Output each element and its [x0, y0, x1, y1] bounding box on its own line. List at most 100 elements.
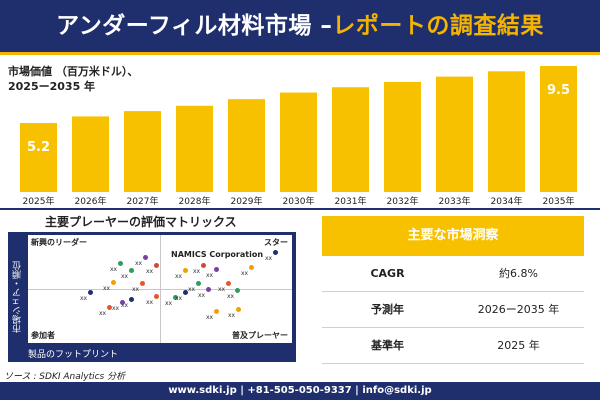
quadrant-label-emerging-leaders: 新興のリーダー: [31, 238, 87, 247]
quadrant-label-participants: 参加者: [31, 331, 55, 340]
bar-year-label-9: 2034年: [491, 195, 523, 207]
matrix-marker-label-18: xx: [227, 293, 235, 300]
matrix-marker-label-1: xx: [110, 266, 118, 273]
market-value-bar-chart: 2025年 2026年 2027年 2028年 2029年 2030年 2031年 2032年…: [20, 66, 577, 207]
bar-year-label-1: 2026年: [75, 195, 107, 207]
matrix-marker-label-11: xx: [80, 295, 88, 302]
matrix-title: 主要プレーヤーの評価マトリックス: [45, 215, 237, 229]
bar-2: [124, 111, 161, 192]
bar-year-label-3: 2028年: [179, 195, 211, 207]
matrix-marker-label-20: xx: [206, 314, 214, 321]
matrix-marker-12: [129, 297, 134, 302]
matrix-marker-23: [120, 300, 125, 305]
bar-3: [176, 105, 213, 192]
matrix-marker-21: [236, 307, 241, 312]
bar-year-label-8: 2033年: [439, 195, 471, 207]
matrix-marker-6: [214, 267, 219, 272]
matrix-marker-label-22: xx: [99, 310, 107, 317]
matrix-marker-label-10: xx: [132, 286, 140, 293]
title-sub: レポートの調査結果: [332, 13, 544, 39]
page-title: アンダーフィル材料市場 –レポートの調査結果: [0, 0, 600, 52]
matrix-marker-label-7: xx: [241, 270, 249, 277]
matrix-x-axis-label: 製品のフットプリント: [28, 350, 119, 360]
matrix-y-axis-label: 市場シェア・順位: [13, 261, 23, 333]
matrix-marker-14: [173, 295, 178, 300]
matrix-marker-label-12: xx: [121, 302, 129, 309]
matrix-marker-label-23: xx: [112, 305, 120, 312]
matrix-marker-10: [140, 281, 145, 286]
bar-5: [280, 92, 317, 192]
bar-year-label-4: 2029年: [231, 195, 263, 207]
matrix-marker-label-2: xx: [146, 268, 154, 275]
bar-year-label-6: 2031年: [335, 195, 367, 207]
matrix-marker-label-17: xx: [218, 286, 226, 293]
header-accent-line: [0, 52, 600, 55]
insight-value: 約6.8%: [499, 267, 538, 280]
bar-4: [228, 99, 265, 192]
bar-1: [72, 116, 109, 192]
insights-header: 主要な市場洞察: [322, 216, 584, 256]
insight-value: 2026ー2035 年: [477, 303, 560, 316]
source-note: ソース : SDKI Analytics 分析: [4, 372, 126, 382]
quadrant-divider-horizontal: [28, 289, 292, 290]
title-main: アンダーフィル材料市場 –: [56, 13, 333, 39]
matrix-marker-19: [206, 287, 211, 292]
bar-6: [332, 87, 369, 192]
matrix-plot: 新興のリーダー スター 参加者 普及プレーヤー NAMICS Corporati…: [28, 235, 292, 343]
matrix-marker-label-5: xx: [193, 268, 201, 275]
matrix-marker-label-4: xx: [175, 273, 183, 280]
chart-label-line1: 市場価値 （百万米ドル）、: [8, 65, 139, 78]
matrix-marker-label-9: xx: [103, 285, 111, 292]
matrix-marker-label-3: xx: [121, 273, 129, 280]
matrix-marker-5: [201, 263, 206, 268]
insight-row-base-year: 基準年 2025 年: [322, 328, 584, 364]
matrix-marker-18: [235, 288, 240, 293]
bar-year-label-5: 2030年: [283, 195, 315, 207]
matrix-marker-7: [249, 265, 254, 270]
matrix-marker-4: [183, 268, 188, 273]
matrix-marker-1: [118, 261, 123, 266]
bar-value-label-10: 9.5: [547, 83, 570, 98]
matrix-marker-label-16: xx: [188, 286, 196, 293]
bar-year-label-10: 2035年: [543, 195, 575, 207]
matrix-marker-15: [183, 290, 188, 295]
matrix-marker-16: [196, 281, 201, 286]
matrix-marker-label-0: xx: [135, 260, 143, 267]
bar-7: [384, 81, 421, 192]
quadrant-label-stars: スター: [264, 238, 288, 247]
bar-year-label-2: 2027年: [127, 195, 159, 207]
matrix-marker-17: [226, 281, 231, 286]
insight-value: 2025 年: [497, 339, 540, 352]
bar-value-label-0: 5.2: [27, 140, 50, 155]
matrix-marker-8: [273, 250, 278, 255]
matrix-marker-label-8: xx: [265, 255, 273, 262]
matrix-marker-3: [129, 268, 134, 273]
matrix-marker-label-6: xx: [206, 272, 214, 279]
bar-9: [488, 71, 525, 192]
chart-label: 市場価値 （百万米ドル）、 2025ー2035 年: [8, 64, 138, 94]
insight-key: 予測年: [371, 303, 404, 316]
matrix-marker-9: [111, 280, 116, 285]
bar-0: [20, 123, 57, 192]
bar-10: [540, 66, 577, 192]
chart-label-line2: 2025ー2035 年: [8, 80, 96, 93]
quadrant-label-pervasive-players: 普及プレーヤー: [232, 331, 288, 340]
matrix-marker-20: [214, 309, 219, 314]
bar-year-label-7: 2032年: [387, 195, 419, 207]
insight-row-forecast-period: 予測年 2026ー2035 年: [322, 292, 584, 328]
bar-year-label-0: 2025年: [23, 195, 55, 207]
bar-8: [436, 76, 473, 192]
matrix-marker-0: [143, 255, 148, 260]
matrix-marker-label-19: xx: [198, 292, 206, 299]
matrix-marker-22: [107, 305, 112, 310]
company-label: NAMICS Corporation: [171, 250, 264, 259]
matrix-marker-label-14: xx: [165, 300, 173, 307]
insight-row-cagr: CAGR 約6.8%: [322, 256, 584, 292]
matrix-marker-11: [88, 290, 93, 295]
footer-contact: www.sdki.jp | +81-505-050-9337 | info@sd…: [0, 382, 600, 400]
section-divider: [0, 208, 600, 210]
insight-key: CAGR: [370, 267, 405, 280]
matrix-marker-label-21: xx: [228, 312, 236, 319]
matrix-marker-label-15: xx: [175, 295, 183, 302]
matrix-marker-2: [154, 263, 159, 268]
